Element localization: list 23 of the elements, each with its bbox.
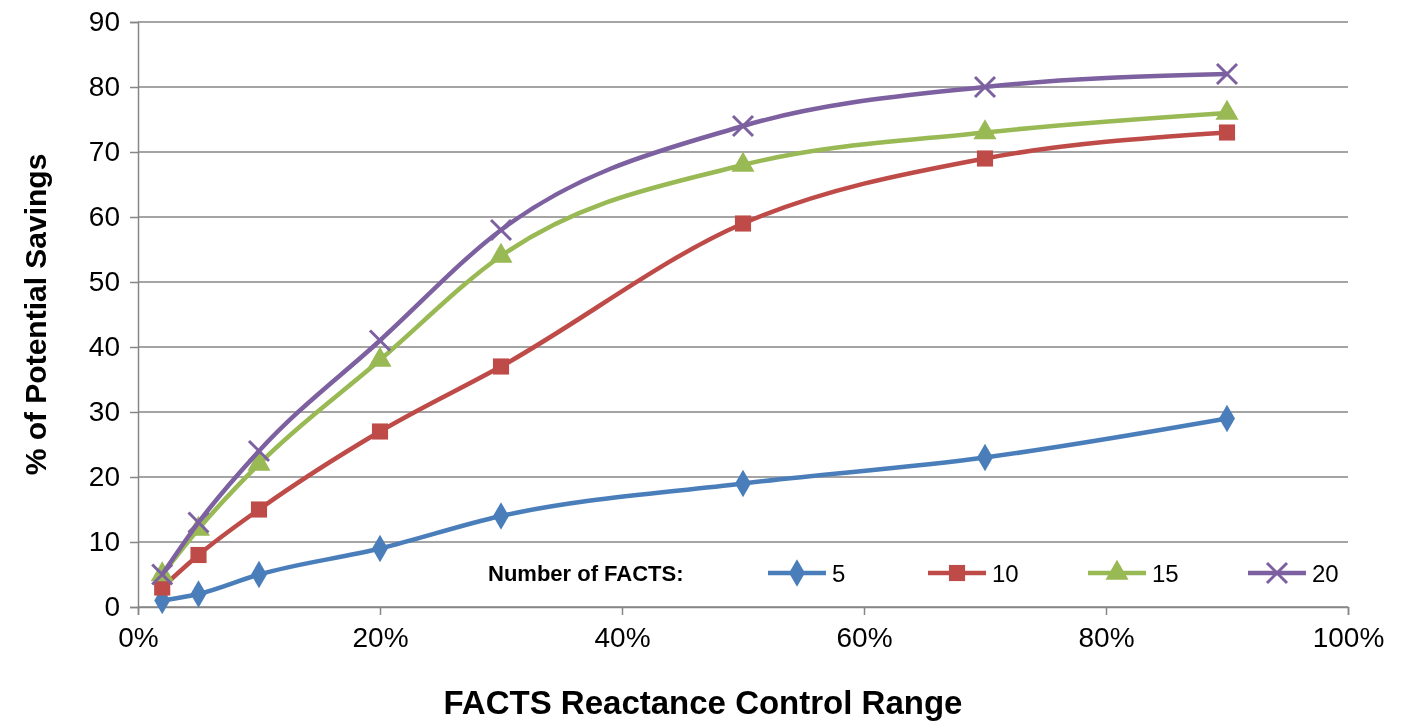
legend-label: 20 <box>1312 560 1339 587</box>
y-tick-label: 80 <box>88 71 120 103</box>
y-tick-label: 30 <box>88 396 120 428</box>
y-tick-label: 20 <box>88 461 120 493</box>
legend-label: 10 <box>992 560 1019 587</box>
y-tick-label: 0 <box>104 591 120 623</box>
x-tick-label: 60% <box>836 621 893 653</box>
y-tick-label: 70 <box>88 136 120 168</box>
x-tick-label: 20% <box>352 621 409 653</box>
x-axis-title: FACTS Reactance Control Range <box>443 684 963 721</box>
legend-label: 15 <box>1152 560 1179 587</box>
y-tick-label: 10 <box>88 526 120 558</box>
x-tick-label: 40% <box>594 621 651 653</box>
y-tick-label: 50 <box>88 266 120 298</box>
y-tick-label: 40 <box>88 331 120 363</box>
x-tick-label: 0% <box>118 621 159 653</box>
y-tick-label: 90 <box>88 6 120 38</box>
legend-title: Number of FACTS: <box>488 561 684 586</box>
x-tick-label: 80% <box>1078 621 1135 653</box>
y-tick-label: 60 <box>88 201 120 233</box>
legend-label: 5 <box>832 560 846 587</box>
y-axis-title: % of Potential Savings <box>19 153 52 476</box>
x-tick-label: 100% <box>1312 621 1385 653</box>
